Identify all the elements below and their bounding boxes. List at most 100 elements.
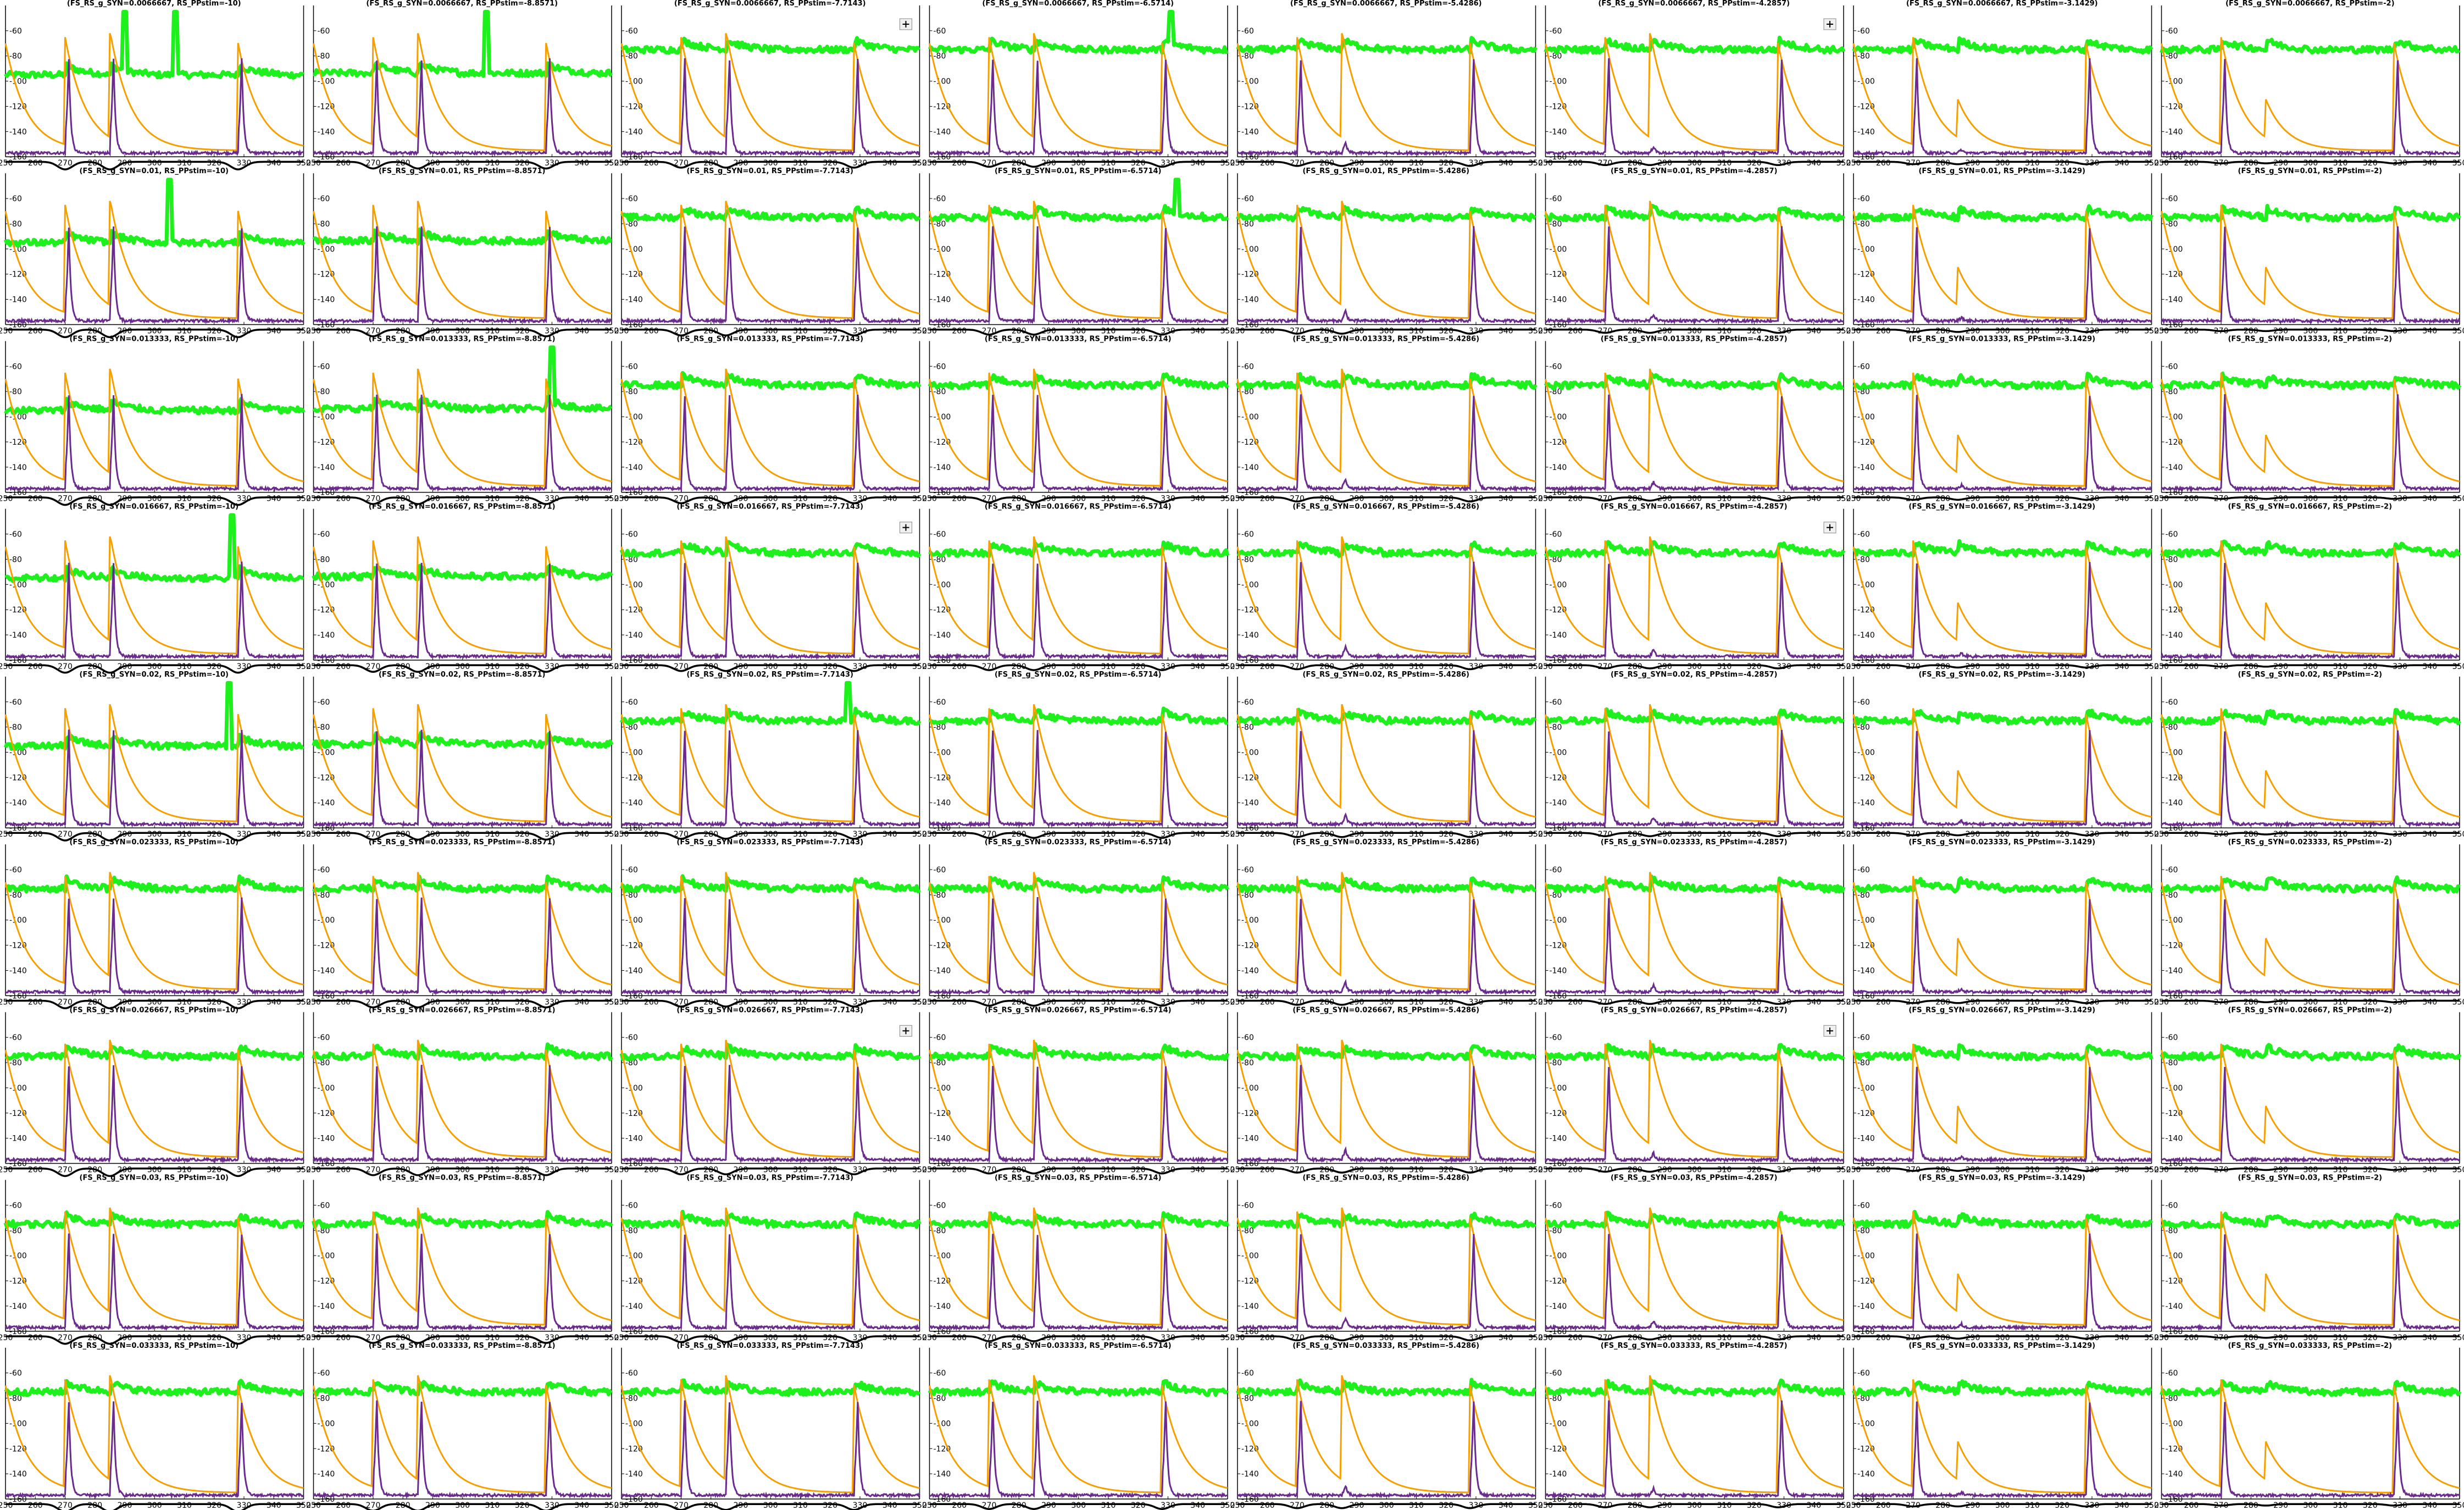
y-tick-label: -80 bbox=[318, 1059, 330, 1067]
x-tick-label: 300 bbox=[1687, 1166, 1702, 1175]
rate-trace bbox=[1853, 562, 2152, 661]
x-tick-label: 310 bbox=[1409, 327, 1424, 335]
x-tick-label: 300 bbox=[147, 1166, 162, 1175]
x-tick-label: 310 bbox=[2333, 1166, 2348, 1175]
y-tick-label: -80 bbox=[2166, 555, 2178, 564]
x-tick-label: 300 bbox=[147, 1501, 162, 1510]
x-tick-label: 310 bbox=[1717, 1166, 1732, 1175]
conductance-trace bbox=[2161, 540, 2460, 655]
x-tick-label: 310 bbox=[485, 495, 500, 504]
panel-title: (FS_RS_g_SYN=0.033333, RS_PPstim=-4.2857… bbox=[1601, 1342, 1788, 1350]
x-tick-label: 320 bbox=[2363, 998, 2378, 1006]
x-tick-label: 340 bbox=[1806, 327, 1821, 335]
voltage-trace bbox=[620, 371, 922, 390]
x-tick-label: 260 bbox=[2184, 495, 2199, 504]
x-tick-label: 310 bbox=[1101, 159, 1116, 168]
y-tick-label: -80 bbox=[9, 388, 22, 396]
x-tick-label: 250 bbox=[306, 495, 321, 504]
x-tick-label: 300 bbox=[1071, 1166, 1086, 1175]
voltage-trace bbox=[928, 875, 1230, 894]
y-tick-label: -140 bbox=[1857, 1470, 1875, 1479]
stimulus-trace bbox=[313, 1335, 612, 1344]
voltage-trace bbox=[1544, 1043, 1845, 1061]
y-tick-label: -60 bbox=[318, 195, 330, 203]
x-tick-label: 320 bbox=[1131, 662, 1146, 671]
x-tick-label: 320 bbox=[1439, 1334, 1453, 1342]
y-tick-label: -140 bbox=[934, 799, 951, 807]
x-tick-label: 250 bbox=[1846, 1501, 1861, 1510]
panel-title: (FS_RS_g_SYN=0.03, RS_PPstim=-8.8571) bbox=[379, 1174, 546, 1182]
conductance-trace bbox=[4, 201, 304, 319]
x-tick-label: 310 bbox=[2333, 1334, 2348, 1342]
x-tick-label: 260 bbox=[952, 662, 967, 671]
x-tick-label: 340 bbox=[2422, 327, 2437, 335]
x-tick-label: 250 bbox=[0, 159, 13, 168]
panel-title: (FS_RS_g_SYN=0.026667, RS_PPstim=-3.1429… bbox=[1908, 1006, 2095, 1014]
x-tick-label: 330 bbox=[853, 1166, 868, 1175]
rate-trace bbox=[620, 1400, 920, 1499]
stimulus-trace bbox=[1853, 832, 2152, 837]
x-tick-label: 250 bbox=[1846, 998, 1861, 1006]
y-tick-label: -100 bbox=[934, 749, 951, 757]
conductance-trace bbox=[4, 704, 304, 822]
y-tick-label: -100 bbox=[625, 245, 643, 254]
y-tick-label: -60 bbox=[1550, 866, 1562, 875]
voltage-trace bbox=[3, 178, 306, 248]
x-tick-label: 270 bbox=[674, 327, 689, 335]
x-tick-label: 340 bbox=[1499, 830, 1513, 839]
stimulus-trace bbox=[5, 161, 304, 170]
y-tick-label: -60 bbox=[1857, 698, 1870, 707]
y-tick-label: -140 bbox=[934, 128, 951, 136]
rate-trace bbox=[929, 730, 1228, 828]
y-tick-label: -80 bbox=[1857, 723, 1870, 732]
x-tick-label: 340 bbox=[1190, 998, 1205, 1006]
stimulus-trace bbox=[313, 328, 612, 338]
x-tick-label: 310 bbox=[1409, 1501, 1424, 1510]
y-tick-label: -160 bbox=[1857, 992, 1875, 1000]
y-tick-label: -100 bbox=[1241, 1419, 1259, 1428]
voltage-trace bbox=[1852, 36, 2154, 55]
y-tick-label: -80 bbox=[318, 220, 330, 229]
y-tick-label: -100 bbox=[1857, 245, 1875, 254]
stimulus-trace bbox=[929, 832, 1228, 839]
x-tick-label: 320 bbox=[515, 1166, 530, 1175]
panel-title: (FS_RS_g_SYN=0.01, RS_PPstim=-6.5714) bbox=[995, 167, 1162, 175]
x-tick-label: 250 bbox=[1846, 1166, 1861, 1175]
y-tick-label: -140 bbox=[1550, 1135, 1567, 1143]
x-tick-label: 320 bbox=[823, 1166, 837, 1175]
y-tick-label: -160 bbox=[934, 320, 951, 329]
x-tick-label: 260 bbox=[1876, 159, 1891, 168]
x-tick-label: 310 bbox=[177, 327, 192, 335]
voltage-trace bbox=[619, 681, 922, 726]
x-tick-label: 260 bbox=[1260, 662, 1275, 671]
x-tick-label: 340 bbox=[1499, 1501, 1513, 1510]
x-tick-label: 260 bbox=[1876, 998, 1891, 1006]
y-tick-label: -140 bbox=[1241, 1135, 1259, 1143]
y-tick-label: -160 bbox=[1550, 1328, 1567, 1336]
voltage-trace bbox=[4, 513, 305, 583]
x-tick-label: 310 bbox=[1101, 1166, 1116, 1175]
y-tick-label: -80 bbox=[1241, 220, 1254, 229]
panel-title: (FS_RS_g_SYN=0.033333, RS_PPstim=-6.5714… bbox=[985, 1342, 1172, 1350]
rate-trace bbox=[5, 897, 304, 996]
x-tick-label: 340 bbox=[1190, 830, 1205, 839]
x-tick-label: 330 bbox=[853, 495, 868, 504]
x-tick-label: 270 bbox=[674, 159, 689, 168]
x-tick-label: 340 bbox=[267, 327, 281, 335]
conductance-trace bbox=[1545, 1375, 1844, 1494]
y-tick-label: -80 bbox=[318, 891, 330, 900]
x-tick-label: 340 bbox=[2422, 495, 2437, 504]
panel-title: (FS_RS_g_SYN=0.026667, RS_PPstim=-10) bbox=[69, 1006, 238, 1014]
y-tick-label: -60 bbox=[1857, 866, 1870, 875]
x-tick-label: 300 bbox=[1995, 662, 2010, 671]
y-tick-label: -80 bbox=[625, 891, 638, 900]
rate-trace bbox=[929, 395, 1228, 492]
y-tick-label: -60 bbox=[9, 27, 22, 36]
y-tick-label: -60 bbox=[2166, 866, 2178, 875]
conductance-trace bbox=[929, 1039, 1228, 1158]
y-tick-label: -60 bbox=[1550, 195, 1562, 203]
y-tick-label: -60 bbox=[9, 1369, 22, 1378]
rate-trace bbox=[1545, 729, 1845, 828]
